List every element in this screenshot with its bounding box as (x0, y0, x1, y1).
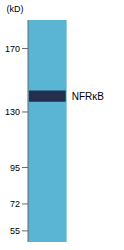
svg-text:(kD): (kD) (8, 4, 24, 14)
svg-text:95: 95 (10, 163, 20, 173)
svg-text:55: 55 (10, 226, 20, 236)
svg-text:170: 170 (8, 44, 20, 54)
svg-text:72: 72 (10, 199, 20, 209)
svg-text:NFRκB: NFRκB (72, 91, 105, 102)
svg-text:130: 130 (8, 107, 20, 117)
